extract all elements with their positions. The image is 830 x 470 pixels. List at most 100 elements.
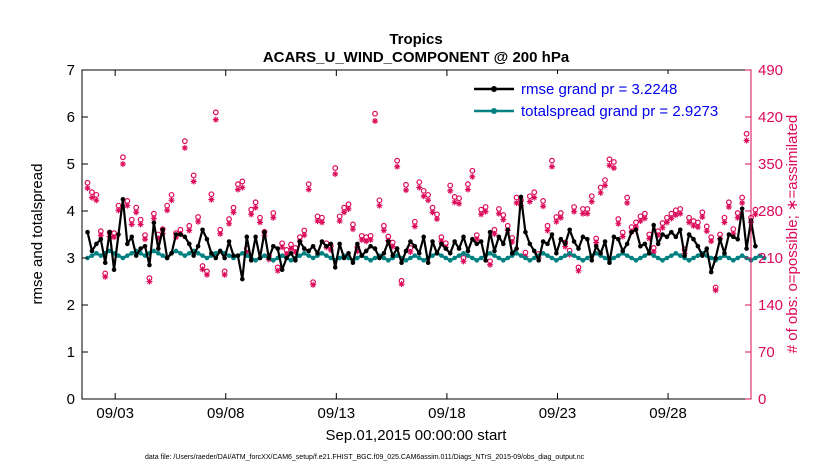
obs-assimilated-marker [407,248,414,255]
obs-assimilated-marker [469,173,476,180]
obs-possible-marker [469,167,476,174]
totalspread-point [540,251,546,256]
obs-assimilated-marker [509,238,516,245]
rmse-point [173,232,179,237]
obs-possible-marker [420,187,427,194]
obs-assimilated-marker [270,214,277,221]
rmse-point [660,232,665,237]
obs-assimilated-marker [164,207,171,214]
obs-possible-marker [571,204,577,210]
obs-assimilated-marker [137,221,144,228]
obs-possible-marker [372,110,378,117]
obs-assimilated-marker [336,218,343,225]
rmse-point [439,241,444,247]
obs-assimilated-marker [672,212,679,219]
obs-possible-marker [544,222,551,229]
totalspread-point [253,258,258,263]
rmse-point [142,243,148,249]
obs-assimilated-marker [734,214,741,221]
obs-possible-marker [659,220,666,226]
rmse-point [593,243,599,249]
obs-assimilated-marker [655,232,662,239]
rmse-point [116,232,121,237]
totalspread-point [695,253,701,258]
totalspread-point [461,251,466,256]
totalspread-point [416,255,422,261]
obs-assimilated-marker [650,248,657,255]
obs-assimilated-marker [597,189,604,196]
obs-possible-marker [686,214,692,221]
rmse-point [164,255,170,261]
totalspread-point [386,258,391,263]
totalspread-point [368,258,373,263]
y-tick-label: 0 [67,391,75,408]
obs-assimilated-marker [239,184,246,191]
obs-possible-marker [504,222,511,229]
y2-tick-label: 350 [758,156,783,173]
rmse-point [558,236,564,242]
rmse-point [355,241,360,247]
obs-possible-marker [257,214,263,221]
obs-assimilated-marker [208,196,215,203]
obs-possible-marker [641,210,648,217]
totalspread-point [337,255,342,261]
obs-assimilated-marker [181,144,188,151]
obs-assimilated-marker [389,243,396,250]
rmse-point [381,251,387,256]
obs-assimilated-marker [380,227,387,234]
obs-assimilated-marker [579,210,586,217]
obs-assimilated-marker [584,210,591,217]
totalspread-point [673,251,679,256]
y2-tick-label: 210 [758,250,783,267]
y2-tick-label: 0 [758,391,766,408]
rmse-point [275,246,281,251]
obs-possible-marker [150,210,157,217]
obs-assimilated-marker [447,187,454,194]
obs-possible-marker [602,177,608,184]
rmse-point [753,243,758,249]
obs-assimilated-marker [372,118,379,125]
totalspread-point [310,255,316,261]
obs-possible-marker [319,214,325,221]
rmse-point [416,251,422,256]
rmse-point [408,239,413,244]
obs-possible-marker [677,206,684,212]
totalspread-point [739,253,745,258]
obs-possible-marker [124,198,131,204]
obs-assimilated-marker [252,204,259,211]
x-tick-label: 09/18 [428,405,466,422]
obs-assimilated-marker [544,227,551,234]
rmse-point [434,251,440,256]
rmse-point [182,234,188,240]
x-tick-label: 09/03 [96,405,134,422]
totalspread-point [531,255,537,261]
totalspread-point [523,255,528,261]
rmse-point [301,246,307,251]
totalspread-point [518,253,524,258]
obs-assimilated-marker [553,218,560,225]
rmse-point [271,243,276,249]
totalspread-point [195,251,201,256]
rmse-point [186,241,192,247]
obs-assimilated-marker [305,186,312,193]
rmse-point [195,243,201,249]
totalspread-point [372,255,378,261]
rmse-point [638,243,643,249]
rmse-point [620,248,626,254]
totalspread-point [545,253,550,258]
rmse-point [315,251,320,256]
rmse-point [545,241,550,247]
y-tick-label: 6 [67,109,75,126]
obs-possible-marker [226,216,232,222]
obs-assimilated-marker [482,208,489,215]
obs-assimilated-marker [230,209,237,216]
obs-assimilated-marker [248,211,255,218]
obs-assimilated-marker [279,244,286,251]
obs-possible-marker [168,191,175,198]
chart-title: Tropics [389,31,442,48]
obs-assimilated-marker [513,199,520,206]
legend-marker-rmse [491,86,497,92]
rmse-point [717,236,723,242]
rmse-point [359,253,365,258]
